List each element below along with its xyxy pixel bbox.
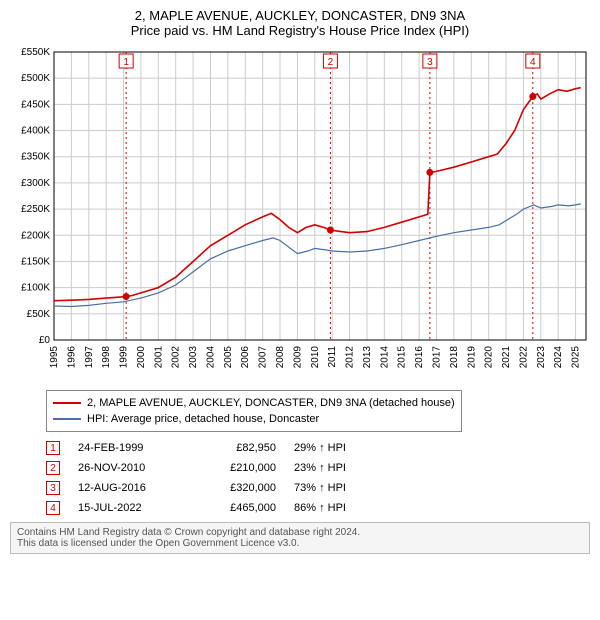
svg-text:2012: 2012 [345,346,356,369]
svg-text:2007: 2007 [258,346,269,369]
legend-swatch [53,418,81,420]
svg-text:2009: 2009 [292,346,303,369]
legend-item: 2, MAPLE AVENUE, AUCKLEY, DONCASTER, DN9… [53,395,455,411]
price-chart: £0 £50K £100K £150K £200K £250K £300K £350K £400… [8,44,592,384]
chart-title: 2, MAPLE AVENUE, AUCKLEY, DONCASTER, DN9… [8,8,592,38]
svg-text:2002: 2002 [171,346,182,369]
svg-text:2025: 2025 [571,346,582,369]
svg-text:2015: 2015 [397,346,408,369]
sale-marker-num: 1 [50,443,56,454]
sale-date: 12-AUG-2016 [78,482,178,494]
svg-text:1995: 1995 [49,346,60,369]
sale-date: 15-JUL-2022 [78,502,178,514]
svg-text:2022: 2022 [518,346,529,369]
svg-text:2004: 2004 [205,346,216,369]
svg-text:2016: 2016 [414,346,425,369]
svg-text:2023: 2023 [536,346,547,369]
svg-text:£200K: £200K [21,230,50,241]
sale-marker-box: 4 [46,501,60,515]
svg-text:1998: 1998 [101,346,112,369]
svg-text:£450K: £450K [21,99,50,110]
sale-marker-num: 4 [50,503,56,514]
legend-swatch [53,402,81,404]
footnote-line: Contains HM Land Registry data © Crown c… [17,527,583,538]
svg-text:2024: 2024 [553,346,564,369]
svg-text:2005: 2005 [223,346,234,369]
sale-price: £465,000 [196,502,276,514]
sale-date: 24-FEB-1999 [78,442,178,454]
sale-marker-box: 3 [46,481,60,495]
legend-item: HPI: Average price, detached house, Donc… [53,411,455,427]
sale-marker-num: 3 [50,483,56,494]
svg-text:2019: 2019 [466,346,477,369]
sales-row: 1 24-FEB-1999 £82,950 29% ↑ HPI [46,438,592,458]
svg-text:2001: 2001 [153,346,164,369]
sales-row: 3 12-AUG-2016 £320,000 73% ↑ HPI [46,478,592,498]
sale-diff: 73% ↑ HPI [294,482,384,494]
svg-text:2: 2 [328,57,334,68]
svg-text:2010: 2010 [310,346,321,369]
svg-text:£350K: £350K [21,152,50,163]
sales-table: 1 24-FEB-1999 £82,950 29% ↑ HPI 2 26-NOV… [46,438,592,518]
sale-diff: 29% ↑ HPI [294,442,384,454]
sale-marker-box: 2 [46,461,60,475]
footnote-line: This data is licensed under the Open Gov… [17,538,583,549]
svg-text:2006: 2006 [240,346,251,369]
sale-diff: 86% ↑ HPI [294,502,384,514]
sale-price: £82,950 [196,442,276,454]
svg-text:£550K: £550K [21,47,50,58]
svg-text:2011: 2011 [327,346,338,368]
svg-text:2018: 2018 [449,346,460,369]
svg-text:2014: 2014 [379,346,390,369]
svg-text:3: 3 [427,57,433,68]
sale-marker-num: 2 [50,463,56,474]
svg-text:2020: 2020 [484,346,495,369]
footnote: Contains HM Land Registry data © Crown c… [10,522,590,554]
svg-text:£400K: £400K [21,126,50,137]
svg-text:£300K: £300K [21,178,50,189]
sale-price: £320,000 [196,482,276,494]
svg-text:1996: 1996 [66,346,77,369]
svg-text:£500K: £500K [21,73,50,84]
legend: 2, MAPLE AVENUE, AUCKLEY, DONCASTER, DN9… [46,390,462,432]
svg-text:1997: 1997 [84,346,95,369]
svg-text:2008: 2008 [275,346,286,369]
chart-area: £0 £50K £100K £150K £200K £250K £300K £350K £400… [8,44,592,384]
svg-text:4: 4 [530,57,536,68]
svg-text:2003: 2003 [188,346,199,369]
svg-text:2000: 2000 [136,346,147,369]
sales-row: 4 15-JUL-2022 £465,000 86% ↑ HPI [46,498,592,518]
svg-text:2021: 2021 [501,346,512,369]
svg-text:1: 1 [123,57,129,68]
title-line-1: 2, MAPLE AVENUE, AUCKLEY, DONCASTER, DN9… [8,8,592,23]
svg-text:£0: £0 [39,335,51,346]
svg-text:£100K: £100K [21,283,50,294]
title-line-2: Price paid vs. HM Land Registry's House … [8,23,592,38]
sale-price: £210,000 [196,462,276,474]
sale-marker-box: 1 [46,441,60,455]
sales-row: 2 26-NOV-2010 £210,000 23% ↑ HPI [46,458,592,478]
legend-label: 2, MAPLE AVENUE, AUCKLEY, DONCASTER, DN9… [87,397,455,409]
sale-diff: 23% ↑ HPI [294,462,384,474]
svg-text:£250K: £250K [21,204,50,215]
svg-text:£50K: £50K [27,309,51,320]
svg-text:2017: 2017 [431,346,442,369]
sale-date: 26-NOV-2010 [78,462,178,474]
svg-text:2013: 2013 [362,346,373,369]
legend-label: HPI: Average price, detached house, Donc… [87,413,319,425]
svg-text:1999: 1999 [119,346,130,369]
svg-text:£150K: £150K [21,256,50,267]
